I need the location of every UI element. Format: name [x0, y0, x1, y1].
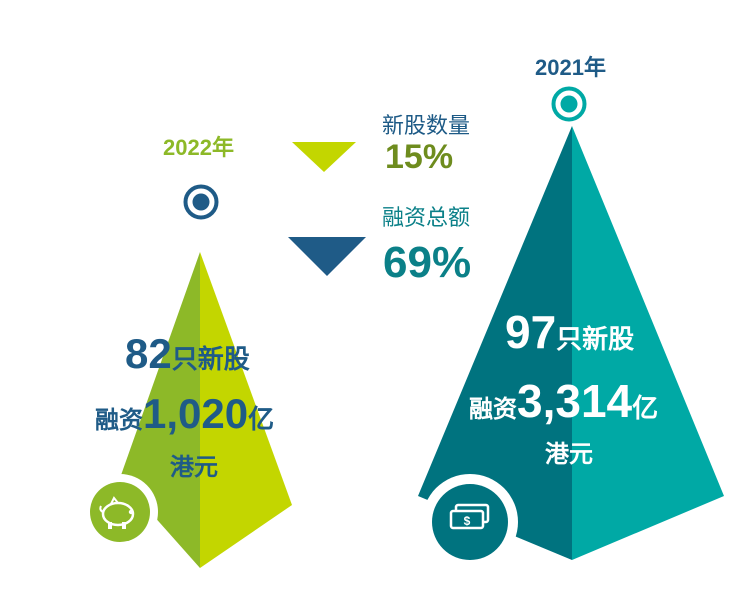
funds-2021-unit: 亿	[632, 393, 659, 423]
count-2022: 82只新股	[125, 330, 250, 378]
svg-text:$: $	[464, 514, 471, 528]
ipo-count-change: 15%	[385, 138, 454, 176]
count-2022-number: 82	[125, 330, 172, 377]
triangle-down-icon-funds	[288, 237, 366, 276]
funds-raised-change: 69%	[383, 238, 472, 287]
funds-2021: 融资3,314亿	[469, 374, 658, 428]
target-icon-2022	[183, 184, 219, 220]
cone-2021	[418, 126, 724, 560]
year-label-2022: 2022年	[163, 135, 234, 160]
year-label-2021: 2021年	[535, 55, 606, 80]
count-2021: 97只新股	[505, 305, 634, 359]
count-2022-unit: 只新股	[171, 344, 250, 374]
piggy-bank-icon	[82, 474, 158, 550]
funds-2021-number: 3,314	[517, 375, 633, 427]
count-2021-number: 97	[505, 306, 557, 358]
ipo-count-label: 新股数量	[382, 113, 471, 138]
banknote-icon: $	[422, 474, 518, 570]
target-icon-2021	[551, 86, 587, 122]
currency-2021: 港元	[545, 441, 593, 468]
funds-2022: 融资1,020亿	[95, 390, 274, 438]
triangle-down-icon-ipo	[292, 142, 356, 172]
funds-2022-unit: 亿	[248, 404, 275, 434]
currency-2022: 港元	[170, 454, 218, 481]
funds-2022-prefix: 融资	[95, 407, 143, 434]
count-2021-unit: 只新股	[556, 324, 635, 354]
funds-2021-prefix: 融资	[469, 396, 517, 423]
funds-raised-label: 融资总额	[382, 205, 471, 230]
funds-2022-number: 1,020	[143, 390, 249, 437]
